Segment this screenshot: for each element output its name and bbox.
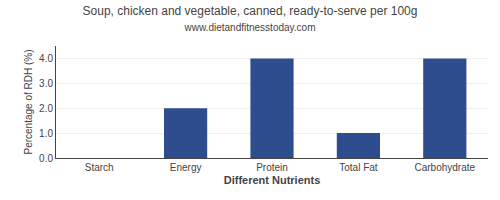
svg-text:Different Nutrients: Different Nutrients bbox=[224, 174, 321, 186]
svg-text:Soup, chicken and vegetable, c: Soup, chicken and vegetable, canned, rea… bbox=[83, 4, 418, 33]
svg-text:Energy: Energy bbox=[170, 162, 202, 173]
svg-text:1.0: 1.0 bbox=[39, 128, 53, 139]
svg-text:Starch: Starch bbox=[85, 162, 114, 173]
svg-text:Total Fat: Total Fat bbox=[339, 162, 378, 173]
svg-text:2.0: 2.0 bbox=[39, 103, 53, 114]
svg-text:Carbohydrate: Carbohydrate bbox=[415, 162, 476, 173]
svg-text:0.0: 0.0 bbox=[39, 153, 53, 164]
svg-text:Protein: Protein bbox=[256, 162, 288, 173]
svg-text:Percentage of RDH (%): Percentage of RDH (%) bbox=[23, 49, 34, 154]
svg-text:4.0: 4.0 bbox=[39, 53, 53, 64]
svg-text:3.0: 3.0 bbox=[39, 78, 53, 89]
